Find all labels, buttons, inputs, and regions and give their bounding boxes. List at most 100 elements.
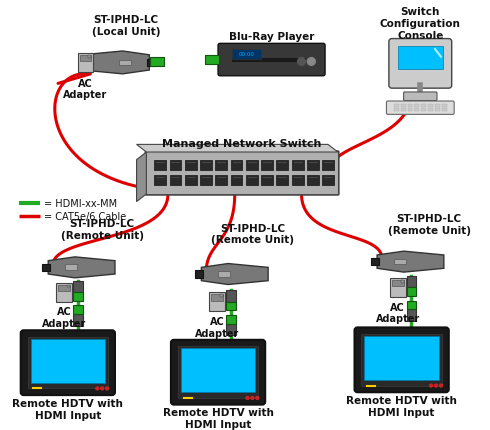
Text: Managed Network Switch: Managed Network Switch	[162, 139, 322, 149]
Bar	[442, 105, 447, 108]
Bar	[77, 54, 94, 73]
Bar	[216, 160, 227, 171]
Polygon shape	[48, 257, 115, 278]
Text: AC
Adapter: AC Adapter	[376, 302, 420, 323]
Text: Remote HDTV with
HDMI Input: Remote HDTV with HDMI Input	[12, 398, 123, 420]
Bar	[119, 60, 131, 66]
FancyBboxPatch shape	[404, 93, 437, 101]
Polygon shape	[137, 153, 147, 202]
Bar	[415, 105, 419, 108]
Bar	[322, 160, 334, 171]
Bar	[276, 160, 288, 171]
Circle shape	[307, 58, 315, 66]
Bar	[73, 292, 83, 301]
Bar	[218, 271, 230, 277]
Text: 00:00: 00:00	[239, 52, 254, 57]
Polygon shape	[137, 145, 338, 153]
Bar	[147, 59, 155, 67]
Bar	[407, 310, 416, 321]
Text: Switch
Configuration
Console: Switch Configuration Console	[380, 7, 461, 40]
Bar	[401, 105, 406, 108]
Bar	[261, 175, 273, 186]
Bar	[200, 160, 212, 171]
Circle shape	[297, 58, 305, 66]
Bar	[231, 160, 243, 171]
Text: = CAT5e/6 Cable: = CAT5e/6 Cable	[44, 212, 126, 221]
Bar	[428, 109, 433, 112]
Bar	[292, 175, 303, 186]
Bar	[232, 50, 261, 59]
Bar	[185, 175, 196, 186]
FancyBboxPatch shape	[171, 340, 265, 405]
Bar	[58, 285, 70, 292]
Bar	[154, 160, 166, 171]
Bar	[392, 280, 404, 287]
Bar	[200, 175, 212, 186]
Bar	[27, 337, 108, 389]
Bar	[211, 295, 223, 301]
Bar	[246, 160, 258, 171]
FancyBboxPatch shape	[389, 40, 452, 89]
Bar	[394, 105, 399, 108]
Bar	[394, 109, 399, 112]
Text: ST-IPHD-LC
(Remote Unit): ST-IPHD-LC (Remote Unit)	[388, 214, 470, 235]
Circle shape	[430, 384, 433, 387]
Bar	[421, 105, 426, 108]
Text: Blu-Ray Player: Blu-Ray Player	[229, 32, 314, 42]
Bar	[401, 109, 406, 112]
Bar	[292, 160, 303, 171]
Circle shape	[435, 384, 438, 387]
Polygon shape	[377, 252, 444, 273]
Bar	[226, 324, 236, 335]
Text: = HDMI-xx-MM: = HDMI-xx-MM	[44, 199, 118, 209]
Bar	[67, 285, 70, 288]
Bar	[30, 339, 105, 383]
Bar	[428, 105, 433, 108]
Bar	[398, 47, 443, 70]
Text: ST-IPHD-LC
(Remote Unit): ST-IPHD-LC (Remote Unit)	[211, 223, 294, 245]
Text: AC
Adapter: AC Adapter	[42, 307, 86, 328]
Bar	[73, 281, 83, 292]
Circle shape	[251, 396, 254, 399]
Bar	[407, 288, 416, 296]
Bar	[407, 301, 416, 310]
Bar	[73, 314, 83, 326]
Text: ST-IPHD-LC
(Remote Unit): ST-IPHD-LC (Remote Unit)	[61, 218, 144, 240]
Text: AC
Adapter: AC Adapter	[63, 79, 108, 100]
Bar	[276, 175, 288, 186]
Circle shape	[96, 387, 99, 390]
Bar	[401, 280, 404, 283]
Bar	[154, 175, 166, 186]
Circle shape	[440, 384, 442, 387]
Bar	[390, 278, 406, 297]
FancyBboxPatch shape	[218, 44, 325, 77]
Bar	[394, 259, 406, 265]
Bar	[185, 160, 196, 171]
Bar	[261, 160, 273, 171]
Polygon shape	[201, 264, 268, 285]
Bar	[220, 295, 223, 297]
Bar	[231, 175, 243, 186]
Circle shape	[101, 387, 104, 390]
Bar	[205, 55, 219, 65]
Bar	[181, 349, 255, 392]
Bar	[42, 264, 50, 271]
Bar	[407, 276, 416, 288]
Polygon shape	[83, 52, 149, 75]
Bar	[196, 270, 203, 278]
Bar	[226, 315, 236, 324]
FancyBboxPatch shape	[387, 102, 454, 115]
Bar	[307, 160, 319, 171]
FancyBboxPatch shape	[146, 152, 339, 196]
Bar	[246, 175, 258, 186]
FancyBboxPatch shape	[21, 331, 115, 395]
Bar	[170, 175, 181, 186]
Bar	[73, 306, 83, 314]
Text: Remote HDTV with
HDMI Input: Remote HDTV with HDMI Input	[163, 408, 273, 429]
Bar	[442, 109, 447, 112]
Circle shape	[246, 396, 249, 399]
Text: ST-IPHD-LC
(Local Unit): ST-IPHD-LC (Local Unit)	[92, 15, 160, 37]
Bar	[56, 283, 72, 302]
Bar	[232, 58, 305, 62]
Bar	[307, 175, 319, 186]
